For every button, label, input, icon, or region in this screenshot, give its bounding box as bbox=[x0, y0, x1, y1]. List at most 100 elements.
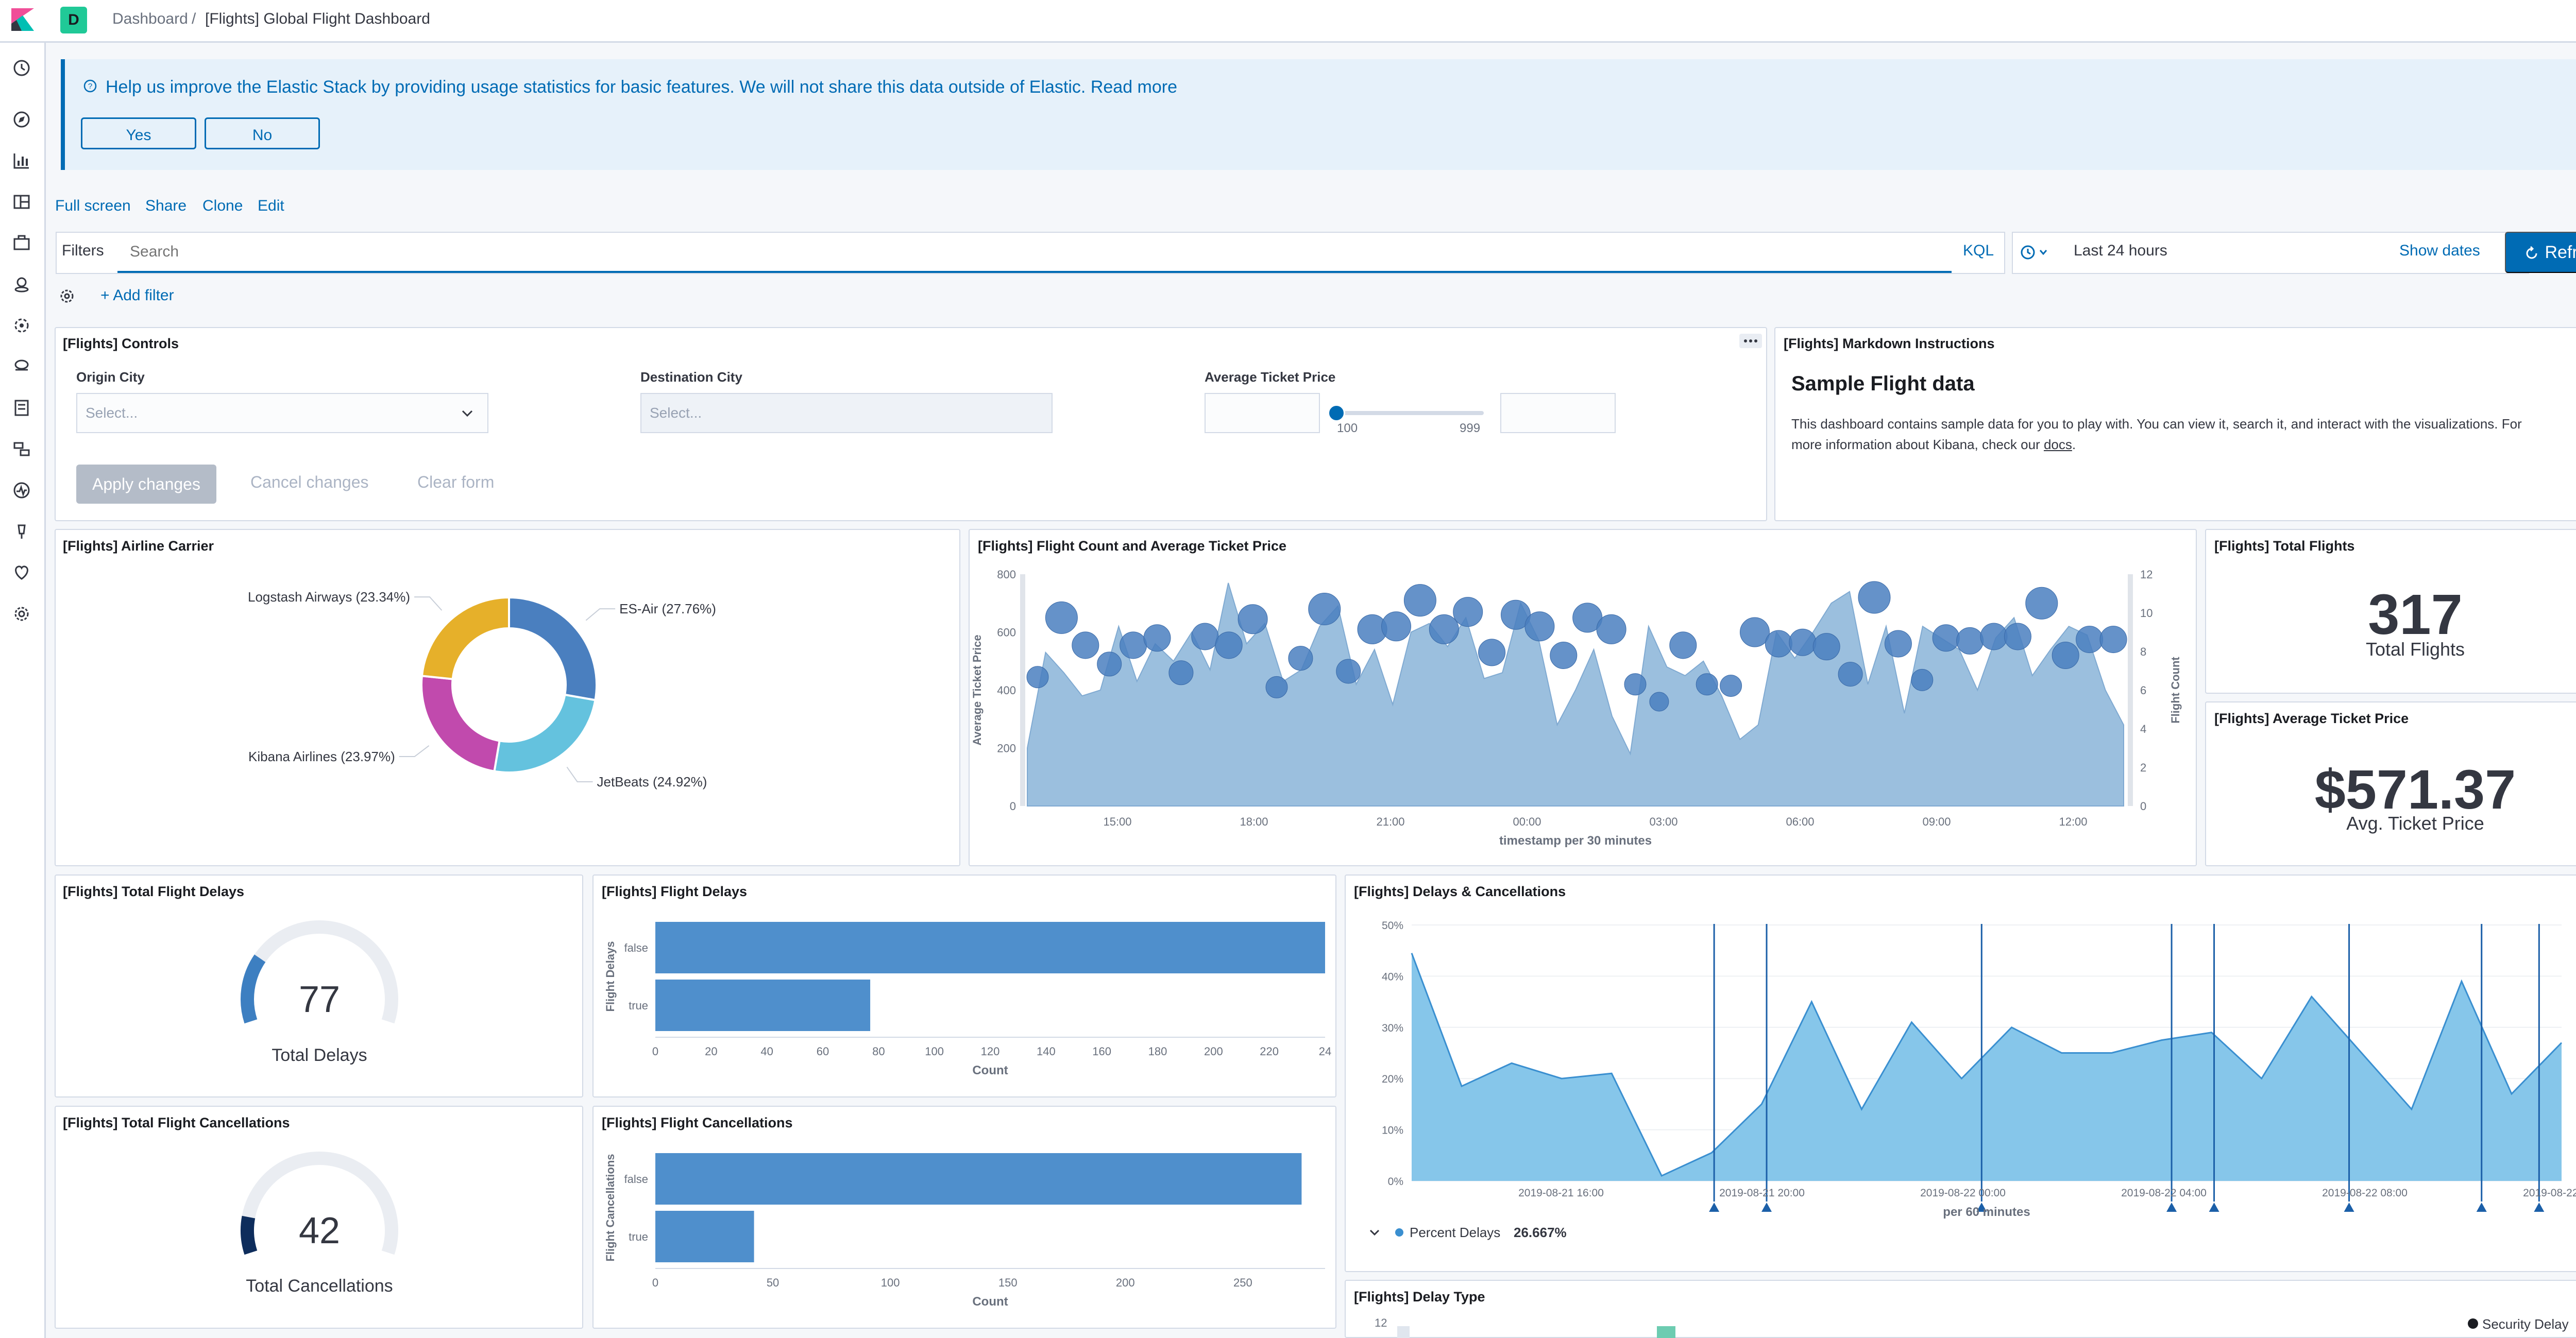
apply-changes-button[interactable]: Apply changes bbox=[76, 465, 216, 504]
y-right-tick-label: 10 bbox=[2140, 607, 2153, 620]
docs-link[interactable]: docs bbox=[2043, 437, 2072, 452]
flight-count-point bbox=[1740, 617, 1770, 647]
price-range-track bbox=[1334, 411, 1484, 415]
refresh-button[interactable]: Refresh bbox=[2505, 232, 2576, 273]
telemetry-no-button[interactable]: No bbox=[205, 117, 320, 149]
uptime-icon[interactable] bbox=[11, 480, 32, 501]
category-label: true bbox=[629, 999, 648, 1012]
edit-link[interactable]: Edit bbox=[258, 197, 284, 214]
x-tick-label: 180 bbox=[1148, 1045, 1167, 1058]
price-range-handle[interactable] bbox=[1328, 404, 1345, 422]
clone-link[interactable]: Clone bbox=[202, 197, 243, 214]
telemetry-yes-button[interactable]: Yes bbox=[81, 117, 196, 149]
monitoring-icon[interactable] bbox=[11, 562, 32, 583]
delays-cancellations-chart: 0% 10% 20% 30% 40% 50% 2019-08-21 16:00 2019-08… bbox=[1369, 920, 2576, 1240]
flight-count-point bbox=[1932, 624, 1960, 652]
delay-type-legend-label[interactable]: Security Delay bbox=[2482, 1316, 2569, 1332]
y-right-tick-label: 12 bbox=[2140, 568, 2153, 581]
breadcrumb-separator: / bbox=[192, 10, 196, 27]
category-label: true bbox=[629, 1230, 648, 1243]
management-gear-icon[interactable] bbox=[11, 604, 32, 624]
refresh-label: Refresh bbox=[2545, 242, 2576, 262]
share-link[interactable]: Share bbox=[145, 197, 187, 214]
flight-count-point bbox=[1765, 630, 1792, 658]
x-tick-label: 50 bbox=[767, 1276, 779, 1289]
x-tick-label: 200 bbox=[1116, 1276, 1135, 1289]
calendar-clock-icon[interactable] bbox=[2020, 242, 2056, 263]
flight-count-point bbox=[1956, 627, 1984, 655]
refresh-icon bbox=[2527, 246, 2537, 259]
flight-count-chart: 0 200 400 600 800 0 2 4 6 8 10 12 15:00 18:00 21:00 00:… bbox=[971, 568, 2182, 848]
total-flights-value: 317 bbox=[2368, 583, 2463, 646]
maps-icon[interactable] bbox=[11, 274, 32, 295]
price-min-input[interactable] bbox=[1205, 393, 1320, 433]
flight-count-point bbox=[1980, 623, 2008, 650]
annotation-marker bbox=[2166, 1203, 2177, 1212]
y-left-tick-label: 200 bbox=[997, 742, 1016, 755]
flight-count-point bbox=[1884, 630, 1912, 658]
y-right-tick-label: 2 bbox=[2140, 761, 2146, 774]
flight-count-point bbox=[1288, 646, 1313, 671]
show-dates-link[interactable]: Show dates bbox=[2399, 242, 2480, 259]
price-max-input[interactable] bbox=[1500, 393, 1616, 433]
percent-delays-line bbox=[1411, 953, 2563, 1177]
panel-options-icon[interactable] bbox=[1739, 334, 1762, 348]
annotation-marker bbox=[2344, 1203, 2354, 1212]
infrastructure-icon[interactable] bbox=[11, 356, 32, 377]
kql-toggle[interactable]: KQL bbox=[1963, 242, 1994, 259]
flight-count-point bbox=[1143, 624, 1171, 652]
recently-viewed-icon[interactable] bbox=[11, 58, 32, 78]
origin-city-select[interactable]: Select... bbox=[76, 393, 488, 433]
canvas-icon[interactable] bbox=[11, 233, 32, 253]
y-right-tick-label: 8 bbox=[2140, 645, 2146, 658]
full-screen-link[interactable]: Full screen bbox=[55, 197, 131, 214]
breadcrumb-current: [Flights] Global Flight Dashboard bbox=[205, 10, 430, 27]
x-tick-label: 150 bbox=[998, 1276, 1018, 1289]
y-tick-label: 30% bbox=[1382, 1022, 1403, 1034]
y-axis-label: Flight Delays bbox=[604, 941, 617, 1012]
breadcrumb-dashboard[interactable]: Dashboard bbox=[112, 10, 188, 27]
cancel-changes-button[interactable]: Cancel changes bbox=[250, 473, 369, 491]
x-tick-label: 03:00 bbox=[1649, 815, 1677, 828]
dashboard-icon[interactable] bbox=[11, 192, 32, 212]
dev-tools-icon[interactable] bbox=[11, 521, 32, 542]
y-right-scroll bbox=[2128, 574, 2133, 806]
visualize-icon[interactable] bbox=[11, 150, 32, 171]
flight-count-point bbox=[1911, 668, 1934, 691]
destination-city-select[interactable]: Select... bbox=[640, 393, 1053, 433]
flight-count-point bbox=[1045, 601, 1078, 634]
flight-count-point bbox=[1191, 623, 1219, 650]
logs-icon[interactable] bbox=[11, 398, 32, 418]
markdown-panel bbox=[1774, 327, 2576, 521]
flight-count-point bbox=[1215, 631, 1243, 659]
annotation-marker bbox=[1761, 1203, 1772, 1212]
bar bbox=[655, 1211, 754, 1262]
search-input[interactable] bbox=[129, 238, 1934, 266]
y-right-axis-label: Flight Count bbox=[2169, 657, 2182, 724]
add-filter-link[interactable]: + Add filter bbox=[100, 287, 174, 304]
time-range-text[interactable]: Last 24 hours bbox=[2074, 242, 2167, 259]
donut-slice bbox=[493, 693, 597, 774]
apm-icon[interactable] bbox=[11, 439, 32, 459]
machine-learning-icon[interactable] bbox=[11, 315, 32, 336]
kibana-logo-icon[interactable] bbox=[11, 8, 34, 31]
flight-delays-title: [Flights] Flight Delays bbox=[602, 884, 748, 899]
discover-icon[interactable] bbox=[11, 109, 32, 130]
y-left-axis-label: Average Ticket Price bbox=[971, 634, 984, 745]
donut-slice bbox=[420, 596, 510, 680]
clear-form-button[interactable]: Clear form bbox=[417, 473, 495, 491]
flight-count-point bbox=[1524, 611, 1555, 642]
read-more-link[interactable]: Read more bbox=[1090, 77, 1178, 97]
filter-settings-gear-icon[interactable] bbox=[58, 287, 76, 305]
y-tick-label: 10% bbox=[1382, 1125, 1403, 1137]
ticket-price-area bbox=[1027, 582, 2124, 807]
flight-count-point bbox=[1669, 631, 1697, 659]
telemetry-banner-text: Help us improve the Elastic Stack by pro… bbox=[106, 77, 1178, 97]
donut-slice-label: Kibana Airlines (23.97%) bbox=[248, 749, 395, 764]
airline-carrier-donut-chart: ES-Air (27.76%) JetBeats (24.92%) Kibana A… bbox=[248, 589, 716, 790]
delay-type-bar bbox=[1657, 1326, 1675, 1338]
annotation-marker bbox=[2476, 1203, 2487, 1212]
y-right-tick-label: 0 bbox=[2140, 800, 2146, 813]
space-avatar[interactable]: D bbox=[60, 7, 87, 33]
flight-count-point bbox=[1026, 666, 1049, 689]
